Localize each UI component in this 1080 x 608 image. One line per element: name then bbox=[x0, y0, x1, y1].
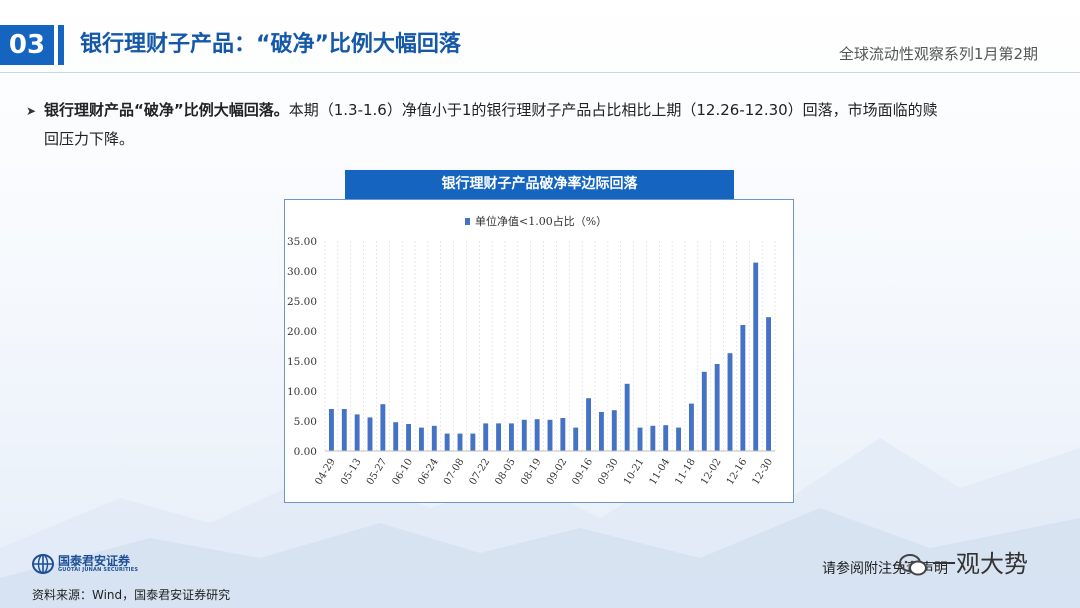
y-tick-label: 15.00 bbox=[287, 356, 317, 368]
company-logo: 国泰君安证券 GUOTAI JUNAN SECURITIES bbox=[32, 554, 172, 574]
x-tick-label: 10-21 bbox=[622, 457, 647, 487]
page-title: 银行理财子产品：“破净”比例大幅回落 bbox=[80, 32, 461, 57]
bar bbox=[341, 409, 347, 451]
bar bbox=[688, 403, 694, 451]
x-axis-ticks: 04-29 05-13 05-27 06-10 06-24 07-08 07-22 08-05… bbox=[313, 457, 775, 487]
bar bbox=[354, 414, 360, 451]
bar bbox=[740, 325, 746, 451]
bar bbox=[598, 412, 604, 451]
y-tick-label: 0.00 bbox=[294, 446, 317, 458]
summary-headline: 银行理财产品“破净”比例大幅回落。 bbox=[44, 101, 289, 119]
chart-grid bbox=[324, 241, 776, 451]
x-tick-label: 09-02 bbox=[545, 457, 570, 487]
bar bbox=[663, 425, 669, 451]
mountain-background bbox=[0, 438, 1080, 608]
y-tick-label: 30.00 bbox=[287, 266, 317, 278]
bar bbox=[560, 418, 566, 451]
logo-subtext: GUOTAI JUNAN SECURITIES bbox=[58, 567, 139, 573]
bar bbox=[393, 422, 399, 451]
bar bbox=[650, 425, 656, 451]
y-tick-label: 10.00 bbox=[287, 386, 317, 398]
bar bbox=[496, 423, 502, 451]
bar bbox=[457, 433, 463, 451]
x-tick-label: 12-02 bbox=[699, 457, 724, 487]
chart-legend: 单位净值<1.00占比（%） bbox=[465, 214, 607, 228]
x-tick-label: 09-30 bbox=[596, 457, 621, 487]
x-tick-label: 11-18 bbox=[673, 457, 698, 487]
x-tick-label: 07-22 bbox=[468, 457, 493, 487]
bar bbox=[701, 371, 707, 451]
legend-label: 单位净值<1.00占比（%） bbox=[475, 214, 607, 228]
x-tick-label: 06-24 bbox=[416, 457, 441, 487]
watermark-text: 一观大势 bbox=[932, 550, 1028, 578]
bar bbox=[753, 262, 759, 451]
summary-text: 本期（1.3-1.6）净值小于1的银行理财子产品占比相比上期（12.26-12.… bbox=[288, 101, 938, 119]
bar bbox=[586, 398, 592, 451]
data-source: 资料来源：Wind，国泰君安证券研究 bbox=[32, 588, 231, 602]
y-tick-label: 5.00 bbox=[294, 416, 317, 428]
x-tick-label: 09-16 bbox=[571, 457, 596, 487]
x-tick-label: 12-16 bbox=[725, 457, 750, 487]
section-number: 03 bbox=[0, 25, 54, 65]
section-divider bbox=[58, 25, 64, 65]
bar bbox=[676, 427, 682, 451]
y-tick-label: 25.00 bbox=[287, 296, 317, 308]
bar bbox=[624, 383, 630, 451]
bar bbox=[611, 410, 617, 451]
page-header: 03 银行理财子产品：“破净”比例大幅回落 全球流动性观察系列1月第2期 bbox=[0, 25, 1080, 65]
summary-text-continued: 回压力下降。 bbox=[44, 130, 135, 148]
x-tick-label: 12-30 bbox=[751, 457, 776, 487]
y-tick-label: 20.00 bbox=[287, 326, 317, 338]
bar bbox=[483, 423, 489, 451]
bar bbox=[547, 419, 553, 451]
bar bbox=[380, 404, 386, 451]
bar bbox=[508, 423, 514, 451]
legend-swatch bbox=[465, 218, 470, 225]
chart-container: 单位净值<1.00占比（%） 35.00 30.00 25.00 20.00 15.00… bbox=[284, 199, 794, 503]
bar bbox=[766, 317, 772, 451]
bar bbox=[637, 427, 643, 451]
bar bbox=[406, 424, 412, 451]
bar bbox=[431, 425, 437, 451]
bar bbox=[328, 409, 334, 451]
x-tick-label: 05-13 bbox=[339, 457, 364, 487]
bar-chart: 单位净值<1.00占比（%） 35.00 30.00 25.00 20.00 15.00… bbox=[287, 214, 776, 487]
x-tick-label: 08-05 bbox=[493, 457, 518, 487]
y-axis-ticks: 35.00 30.00 25.00 20.00 15.00 10.00 5.00 0.00 bbox=[287, 236, 317, 458]
bar bbox=[367, 417, 373, 451]
wechat-icon bbox=[899, 554, 927, 576]
x-tick-label: 11-04 bbox=[648, 457, 673, 487]
logo-globe-icon bbox=[32, 554, 54, 574]
bar bbox=[727, 353, 733, 451]
header-divider bbox=[0, 72, 1080, 73]
bar bbox=[714, 364, 720, 451]
bar bbox=[418, 427, 424, 451]
bar bbox=[521, 419, 527, 451]
logo-text: 国泰君安证券 bbox=[58, 554, 131, 568]
x-tick-label: 05-27 bbox=[365, 457, 390, 487]
x-tick-label: 07-08 bbox=[442, 457, 467, 487]
bar bbox=[444, 433, 450, 451]
x-tick-label: 08-19 bbox=[519, 457, 544, 487]
watermark: 一观大势 bbox=[898, 544, 1028, 579]
chart-title-banner: 银行理财子产品破净率边际回落 bbox=[345, 170, 734, 199]
report-series: 全球流动性观察系列1月第2期 bbox=[838, 45, 1038, 63]
bar bbox=[470, 433, 476, 451]
summary-bullet: ➤ 银行理财产品“破净”比例大幅回落。本期（1.3-1.6）净值小于1的银行理财子… bbox=[26, 96, 1046, 153]
y-tick-label: 35.00 bbox=[287, 236, 317, 248]
bullet-arrow-icon: ➤ bbox=[26, 104, 37, 118]
bar bbox=[573, 427, 579, 451]
x-tick-label: 06-10 bbox=[391, 457, 416, 487]
x-tick-label: 04-29 bbox=[313, 457, 338, 487]
chart-bars bbox=[328, 262, 772, 451]
bar bbox=[534, 419, 540, 451]
